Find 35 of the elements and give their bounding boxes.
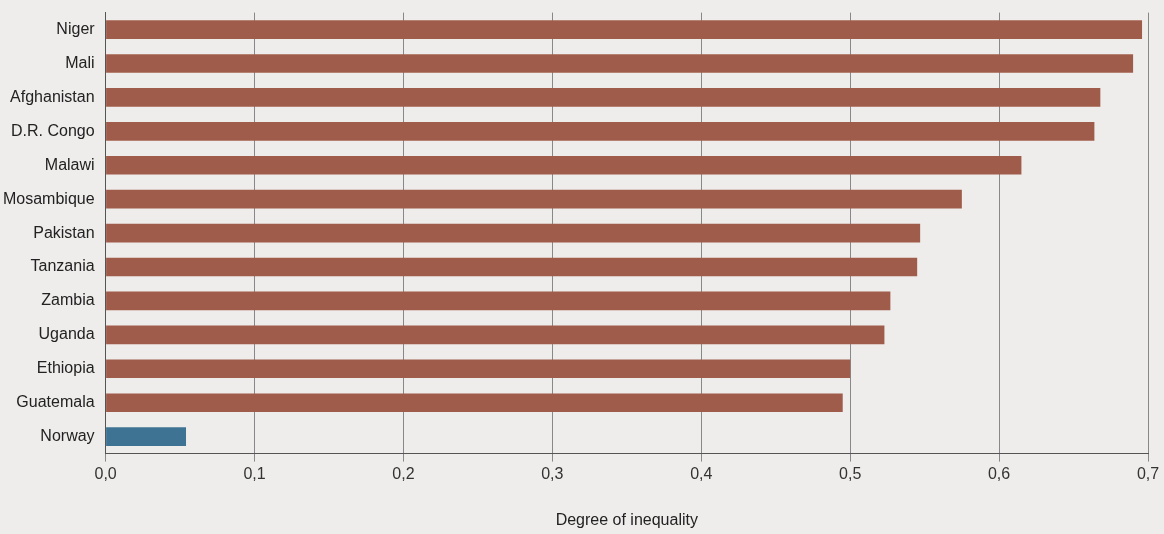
bar <box>106 325 885 345</box>
y-tick-label: Tanzania <box>30 257 95 275</box>
bar <box>106 88 1101 107</box>
y-tick-label: Pakistan <box>33 223 95 241</box>
y-tick-label: Afghanistan <box>10 87 95 105</box>
bar <box>106 189 962 209</box>
bar <box>106 257 918 277</box>
x-tick-label: 0,6 <box>987 464 1011 482</box>
x-tick-label: 0,1 <box>243 464 266 482</box>
x-tick-label: 0,7 <box>1136 464 1160 482</box>
x-tick-label: 0,4 <box>690 464 713 482</box>
bar <box>106 427 187 446</box>
x-axis-title: Degree of inequality <box>555 510 698 528</box>
bar <box>106 393 843 413</box>
x-tick-label: 0,0 <box>94 464 117 482</box>
bar <box>106 54 1134 73</box>
bar <box>106 122 1095 141</box>
bar <box>106 155 1022 175</box>
y-tick-label: Mali <box>65 53 95 71</box>
y-tick-label: Malawi <box>44 155 95 173</box>
y-tick-label: Norway <box>40 427 95 445</box>
y-tick-label: Uganda <box>38 325 95 343</box>
bar <box>106 223 921 243</box>
y-tick-label: Mosambique <box>2 189 95 207</box>
y-tick-label: Niger <box>56 19 96 37</box>
x-tick-label: 0,2 <box>392 464 415 482</box>
x-tick-label: 0,5 <box>839 464 862 482</box>
y-tick-label: Zambia <box>41 291 95 309</box>
bar <box>106 20 1143 39</box>
bar <box>106 291 891 311</box>
x-tick-label: 0,3 <box>541 464 564 482</box>
y-tick-label: D.R. Congo <box>11 121 95 139</box>
y-tick-label: Guatemala <box>16 393 95 411</box>
bar <box>106 359 851 379</box>
y-tick-label: Ethiopia <box>36 359 95 377</box>
